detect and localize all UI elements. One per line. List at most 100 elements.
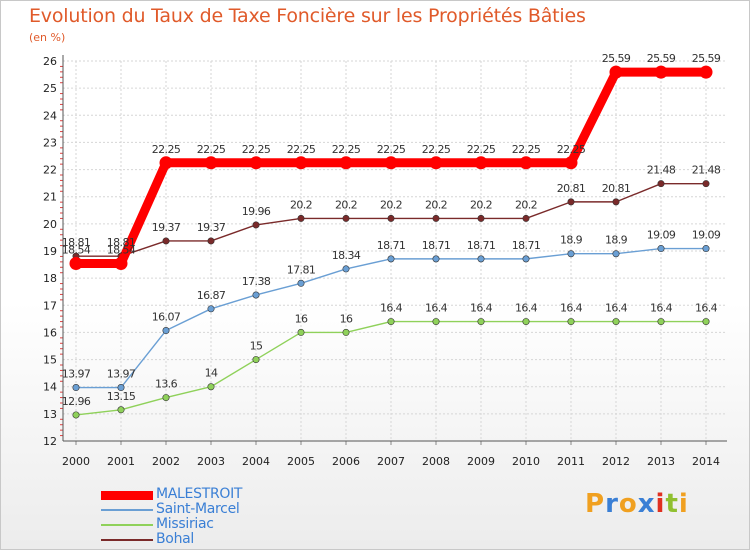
data-label: 25.59 (602, 52, 631, 65)
data-label: 16.87 (197, 289, 226, 302)
data-label: 18.54 (107, 243, 136, 256)
y-axis-unit: (en %) (29, 31, 66, 44)
y-tick-label: 20 (43, 218, 57, 231)
data-point (519, 156, 533, 170)
data-label: 16.4 (695, 302, 718, 315)
data-point (387, 318, 395, 326)
data-point (72, 411, 80, 419)
data-point (702, 318, 710, 326)
data-label: 16.4 (560, 302, 583, 315)
y-tick-label: 16 (43, 326, 57, 339)
data-label: 16.07 (152, 311, 181, 324)
y-tick-label: 12 (43, 435, 57, 448)
data-label: 15 (250, 340, 263, 353)
data-point (207, 383, 215, 391)
chart-title: Evolution du Taux de Taxe Foncière sur l… (29, 5, 586, 27)
legend-swatch (101, 509, 153, 511)
data-label: 22.25 (197, 143, 226, 156)
data-point (567, 250, 575, 258)
series-saint-marcel (72, 245, 710, 392)
y-tick-label: 15 (43, 354, 57, 367)
data-label: 22.25 (242, 143, 271, 156)
y-tick-label: 26 (43, 55, 57, 68)
x-tick-label: 2008 (422, 455, 450, 468)
data-point (612, 250, 620, 258)
data-point (114, 256, 128, 270)
data-label: 22.25 (557, 143, 586, 156)
x-tick-label: 2005 (287, 455, 315, 468)
data-point (657, 180, 665, 188)
data-point (207, 237, 215, 245)
series-bohal (72, 180, 710, 260)
data-point (657, 318, 665, 326)
data-point (654, 65, 668, 79)
data-label: 16 (295, 312, 308, 325)
y-tick-label: 21 (43, 191, 57, 204)
data-point (339, 156, 353, 170)
data-label: 13.15 (107, 390, 136, 403)
data-point (342, 328, 350, 336)
data-label: 19.96 (242, 205, 271, 218)
data-point (477, 255, 485, 263)
data-label: 20.2 (290, 198, 312, 211)
data-point (252, 356, 260, 364)
data-label: 19.09 (647, 229, 676, 242)
data-point (342, 265, 350, 273)
legend-swatch (101, 490, 153, 500)
data-label: 17.38 (242, 275, 271, 288)
data-label: 12.96 (62, 395, 91, 408)
data-point (249, 156, 263, 170)
data-point (387, 255, 395, 263)
x-tick-label: 2013 (647, 455, 675, 468)
logo-letter: i (655, 489, 666, 519)
data-point (522, 318, 530, 326)
data-label: 18.71 (467, 239, 496, 252)
data-point (162, 237, 170, 245)
data-label: 20.2 (425, 198, 447, 211)
logo-letter: x (637, 489, 656, 519)
y-tick-label: 14 (43, 381, 57, 394)
data-point (252, 221, 260, 229)
data-point (477, 318, 485, 326)
data-label: 13.97 (62, 368, 91, 381)
data-label: 21.48 (692, 164, 721, 177)
legend-label: Bohal (156, 531, 195, 547)
data-label: 21.48 (647, 164, 676, 177)
series-missiriac (72, 318, 710, 419)
data-point (609, 65, 623, 79)
data-point (117, 384, 125, 392)
data-point (297, 214, 305, 222)
data-label: 20.2 (380, 198, 402, 211)
data-point (252, 291, 260, 299)
y-tick-label: 23 (43, 136, 57, 149)
data-point (474, 156, 488, 170)
y-tick-label: 25 (43, 82, 57, 95)
legend-swatch (101, 539, 153, 541)
logo-letter: P (585, 489, 606, 519)
data-label: 20.81 (557, 182, 586, 195)
data-label: 20.2 (515, 198, 537, 211)
data-label: 13.6 (155, 378, 178, 391)
data-point (702, 180, 710, 188)
data-label: 22.25 (152, 143, 181, 156)
data-point (432, 255, 440, 263)
data-label: 18.71 (512, 239, 541, 252)
logo-letter: r (605, 489, 619, 519)
data-label: 19.09 (692, 229, 721, 242)
x-tick-label: 2006 (332, 455, 360, 468)
x-tick-label: 2010 (512, 455, 540, 468)
x-tick-label: 2000 (62, 455, 90, 468)
data-label: 19.37 (197, 221, 226, 234)
data-label: 20.81 (602, 182, 631, 195)
data-label: 22.25 (287, 143, 316, 156)
data-label: 22.25 (332, 143, 361, 156)
x-tick-label: 2007 (377, 455, 405, 468)
data-point (117, 406, 125, 414)
data-point (432, 318, 440, 326)
logo-letter: o (618, 489, 638, 519)
data-label: 22.25 (512, 143, 541, 156)
data-point (612, 198, 620, 206)
data-point (432, 214, 440, 222)
data-label: 16.4 (425, 302, 448, 315)
data-label: 16.4 (650, 302, 673, 315)
